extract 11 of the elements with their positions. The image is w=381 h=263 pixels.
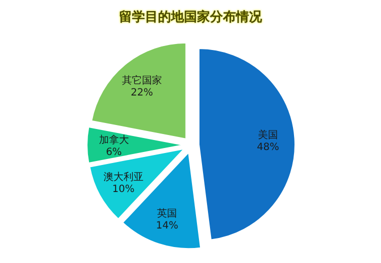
slice-label: 澳大利亚 [103,171,144,184]
data-label: 14% [156,220,178,232]
data-label: 22% [130,88,153,99]
slice-label: 英国 [157,207,178,220]
slice-label: 其它国家 [122,74,162,87]
chart-title: 留学目的地国家分布情况 [118,8,263,27]
data-label: 10% [112,184,135,196]
data-label: 48% [256,142,280,154]
slice-label: 美国 [258,129,278,142]
data-label: 6% [106,147,122,158]
slice-label: 加拿大 [98,134,129,146]
